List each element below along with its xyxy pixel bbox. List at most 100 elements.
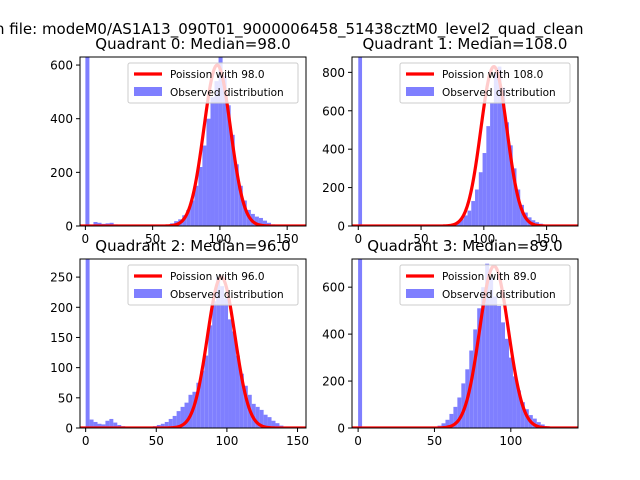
histogram-bar bbox=[358, 57, 363, 226]
legend: Poission with 89.0 Observed distribution bbox=[399, 264, 571, 306]
histogram-bar bbox=[461, 383, 466, 428]
legend-patch-swatch bbox=[406, 289, 434, 298]
histogram-bar bbox=[263, 414, 268, 428]
histogram-bar bbox=[516, 390, 521, 428]
x-tick-label: 50 bbox=[427, 434, 442, 448]
histogram-bar bbox=[212, 301, 217, 428]
histogram-bar bbox=[505, 122, 509, 226]
histogram-bar bbox=[93, 421, 98, 428]
legend-entry-observed: Observed distribution bbox=[170, 87, 284, 99]
histogram-bar bbox=[93, 221, 98, 226]
legend-box bbox=[127, 264, 299, 306]
histogram-bar bbox=[164, 421, 169, 428]
subplot-title: Quadrant 1: Median=108.0 bbox=[363, 35, 568, 53]
y-tick-label: 400 bbox=[322, 143, 345, 157]
legend-entry-fit: Poission with 108.0 bbox=[442, 69, 543, 81]
histogram-bar bbox=[180, 406, 185, 428]
subplot-title: Quadrant 2: Median=96.0 bbox=[95, 237, 290, 255]
histogram-bar bbox=[449, 413, 454, 428]
poisson-fit-line bbox=[352, 264, 578, 428]
figure-suptitle: n file: modeM0/AS1A13_090T01_9000006458_… bbox=[0, 20, 584, 39]
histogram-bar bbox=[508, 145, 513, 226]
subplot-0: 0 50 100 150 0 200 400 600 Quadrant 0: Median=98… bbox=[50, 35, 307, 246]
legend-patch-swatch bbox=[406, 87, 434, 96]
histogram-bar bbox=[216, 277, 221, 428]
histogram-bars bbox=[85, 57, 292, 226]
histogram-bar bbox=[508, 357, 513, 428]
histogram-bar bbox=[242, 200, 247, 226]
x-tick-label: 100 bbox=[208, 232, 231, 246]
histogram-bar bbox=[512, 168, 517, 226]
legend-entry-observed: Observed distribution bbox=[442, 87, 556, 99]
histogram-bar bbox=[520, 204, 525, 226]
histogram-bar bbox=[477, 308, 482, 428]
histogram-bar bbox=[105, 420, 110, 428]
histogram-bar bbox=[234, 164, 239, 226]
subplot-1: 0 50 100 150 0 200 400 600 800 Quadrant 1: Median… bbox=[322, 35, 579, 246]
histogram-bar bbox=[168, 418, 173, 428]
histogram-bar bbox=[184, 402, 189, 428]
x-tick-label: 50 bbox=[149, 434, 164, 448]
histogram-bar bbox=[85, 259, 90, 428]
histogram-bar bbox=[358, 259, 363, 428]
histogram-bar bbox=[235, 355, 240, 428]
y-tick-label: 200 bbox=[50, 301, 73, 315]
histogram-bar bbox=[176, 411, 181, 428]
histogram-bar bbox=[204, 355, 209, 428]
y-tick-label: 250 bbox=[50, 271, 73, 285]
histogram-bar bbox=[206, 118, 211, 226]
x-tick-label: 0 bbox=[82, 434, 90, 448]
histogram-bar bbox=[196, 382, 201, 428]
y-tick-label: 600 bbox=[50, 59, 73, 73]
axes-frame bbox=[351, 258, 579, 429]
histogram-bar bbox=[473, 329, 478, 428]
histogram-bar bbox=[214, 81, 219, 226]
histogram-bar bbox=[101, 424, 106, 428]
histogram-bar bbox=[271, 420, 276, 428]
histogram-bar bbox=[109, 418, 114, 428]
histogram-bar bbox=[200, 370, 205, 428]
histogram-bar bbox=[520, 402, 525, 428]
x-tick-label: 100 bbox=[215, 434, 238, 448]
axes-frame bbox=[79, 56, 307, 227]
histogram-bar bbox=[89, 419, 94, 428]
x-tick-label: 50 bbox=[145, 232, 160, 246]
histogram-bar bbox=[501, 87, 506, 226]
x-tick-label: 100 bbox=[472, 232, 495, 246]
y-tick-label: 200 bbox=[50, 166, 73, 180]
histogram-bar bbox=[222, 75, 227, 226]
histogram-bar bbox=[497, 305, 502, 428]
y-tick-label: 0 bbox=[65, 422, 73, 436]
y-tick-label: 100 bbox=[50, 361, 73, 375]
y-tick-label: 200 bbox=[322, 375, 345, 389]
histogram-bar bbox=[481, 287, 486, 428]
histogram-bar bbox=[512, 376, 517, 428]
histogram-bar bbox=[243, 385, 248, 428]
legend: Poission with 96.0 Observed distribution bbox=[127, 264, 299, 306]
legend-box bbox=[399, 62, 571, 104]
y-tick-label: 800 bbox=[322, 66, 345, 80]
legend-entry-observed: Observed distribution bbox=[442, 289, 556, 301]
legend-patch-swatch bbox=[134, 289, 162, 298]
histogram-bars bbox=[358, 57, 558, 226]
histogram-bar bbox=[489, 277, 494, 428]
histogram-bar bbox=[457, 397, 462, 428]
x-tick-label: 0 bbox=[82, 232, 90, 246]
subplot-3: 0 50 100 0 200 400 600 Quadrant 3: Median=89.0 P… bbox=[322, 237, 579, 448]
histogram-bar bbox=[267, 417, 272, 428]
y-tick-label: 0 bbox=[65, 220, 73, 234]
histogram-bar bbox=[482, 153, 487, 226]
histogram-bar bbox=[453, 406, 458, 428]
legend-patch-swatch bbox=[134, 87, 162, 96]
histogram-bar bbox=[218, 57, 223, 226]
histogram-bar bbox=[493, 296, 498, 428]
x-tick-label: 0 bbox=[354, 434, 362, 448]
histogram-bar bbox=[194, 185, 199, 226]
histogram-bar bbox=[226, 105, 231, 226]
histogram-bar bbox=[254, 216, 259, 226]
histogram-bar bbox=[172, 415, 177, 428]
histogram-bar bbox=[478, 172, 483, 226]
histogram-bar bbox=[262, 220, 267, 226]
legend: Poission with 108.0 Observed distribution bbox=[399, 62, 571, 104]
histogram-bar bbox=[490, 103, 494, 226]
